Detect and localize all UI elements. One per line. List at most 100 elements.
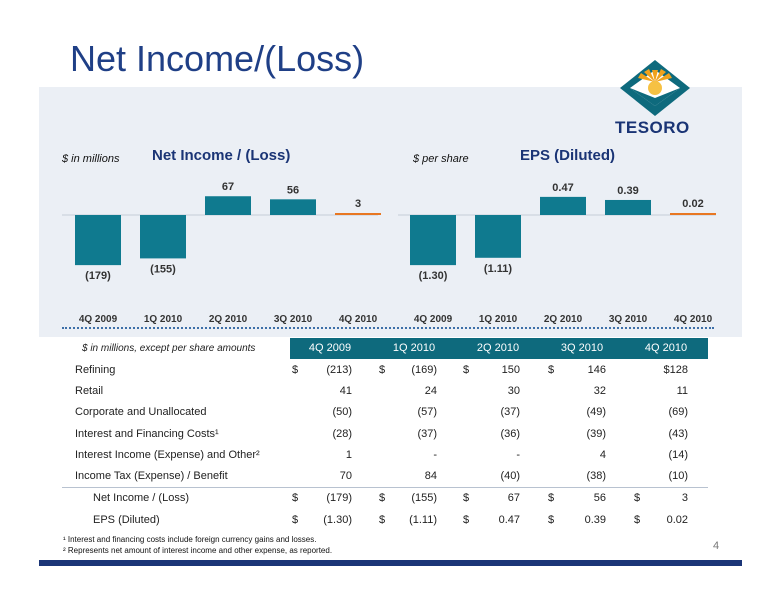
table-cell: - xyxy=(516,449,520,461)
footnote-2: ² Represents net amount of interest inco… xyxy=(63,546,333,555)
table-cell: (36) xyxy=(500,428,520,440)
left-data-label-4: 3 xyxy=(355,198,361,210)
table-cell: 11 xyxy=(676,385,688,397)
table-cell: 70 xyxy=(339,470,352,482)
table-subtotal-line xyxy=(62,487,708,488)
table-cell: 24 xyxy=(424,385,437,397)
table-cell: $128 xyxy=(663,364,688,376)
table-cell: (50) xyxy=(332,406,352,418)
table-dollar-sign: $ xyxy=(634,514,641,526)
table-cell: 41 xyxy=(339,385,352,397)
table-cell: (49) xyxy=(586,406,606,418)
table-cell: (37) xyxy=(417,428,437,440)
right-bar-0 xyxy=(410,215,456,266)
table-cell: 4 xyxy=(599,449,606,461)
left-category-label-4: 4Q 2010 xyxy=(339,314,378,325)
tesoro-logo xyxy=(620,60,690,116)
table-dollar-sign: $ xyxy=(379,492,386,504)
table-cell: (169) xyxy=(411,364,437,376)
table-cell: (37) xyxy=(500,406,520,418)
table-header-0: 4Q 2009 xyxy=(308,342,352,354)
table-cell: 56 xyxy=(593,492,606,504)
table-cell: 0.02 xyxy=(666,514,688,526)
table-header-bar xyxy=(290,338,708,359)
table-cell: (38) xyxy=(586,470,606,482)
right-chart-title: EPS (Diluted) xyxy=(520,147,616,164)
left-bar-1 xyxy=(140,215,186,259)
left-bar-3 xyxy=(270,199,316,215)
table-dollar-sign: $ xyxy=(548,514,555,526)
right-bar-1 xyxy=(475,215,521,258)
table-cell: (39) xyxy=(586,428,606,440)
table-cell: (1.11) xyxy=(409,514,437,526)
table-row-label: Interest Income (Expense) and Other² xyxy=(75,449,260,461)
table-dollar-sign: $ xyxy=(292,364,299,376)
table-cell: (57) xyxy=(417,406,437,418)
table-cell: (28) xyxy=(332,428,352,440)
table-row-label: EPS (Diluted) xyxy=(93,514,160,526)
right-category-label-1: 1Q 2010 xyxy=(479,314,518,325)
table-cell: 0.39 xyxy=(584,514,606,526)
table-cell: (213) xyxy=(326,364,352,376)
right-data-label-2: 0.47 xyxy=(552,182,573,194)
left-bar-0 xyxy=(75,215,121,266)
left-data-label-3: 56 xyxy=(287,184,299,196)
table-cell: (43) xyxy=(668,428,688,440)
table-cell: 67 xyxy=(507,492,520,504)
table-row-label: Retail xyxy=(75,385,104,397)
right-data-label-0: (1.30) xyxy=(419,270,448,282)
page-number: 4 xyxy=(713,540,720,552)
table-row-label: Interest and Financing Costs¹ xyxy=(75,428,219,440)
table-cell: (1.30) xyxy=(323,514,352,526)
table-cell: 0.47 xyxy=(498,514,520,526)
right-category-label-3: 3Q 2010 xyxy=(609,314,648,325)
left-category-label-2: 2Q 2010 xyxy=(209,314,248,325)
table-header-3: 3Q 2010 xyxy=(560,342,604,354)
right-category-label-4: 4Q 2010 xyxy=(674,314,713,325)
table-cell: (40) xyxy=(500,470,520,482)
left-category-label-3: 3Q 2010 xyxy=(274,314,313,325)
table-cell: 84 xyxy=(424,470,437,482)
table-cell: (179) xyxy=(326,492,352,504)
left-data-label-0: (179) xyxy=(85,270,111,282)
logo-wordmark: TESORO xyxy=(615,118,690,137)
left-chart-subtitle: $ in millions xyxy=(62,153,120,165)
footer-bar xyxy=(39,560,742,566)
right-category-label-2: 2Q 2010 xyxy=(544,314,583,325)
left-category-label-0: 4Q 2009 xyxy=(79,314,118,325)
table-row-label: Refining xyxy=(75,364,116,376)
right-bar-2 xyxy=(540,196,586,215)
table-cell: 1 xyxy=(345,449,352,461)
table-dollar-sign: $ xyxy=(292,492,299,504)
table-header-4: 4Q 2010 xyxy=(644,342,688,354)
table-dollar-sign: $ xyxy=(548,492,555,504)
slide-title: Net Income/(Loss) xyxy=(70,38,365,79)
table-dollar-sign: $ xyxy=(634,492,641,504)
table-dollar-sign: $ xyxy=(292,514,299,526)
left-category-label-1: 1Q 2010 xyxy=(144,314,183,325)
section-separator xyxy=(62,327,714,329)
table-cell: (14) xyxy=(668,449,688,461)
right-bar-3 xyxy=(605,199,651,215)
right-bar-4 xyxy=(670,213,716,215)
table-caption: $ in millions, except per share amounts xyxy=(82,343,256,354)
table-cell: 146 xyxy=(587,364,606,376)
footnote-1: ¹ Interest and financing costs include f… xyxy=(63,535,317,544)
table-cell: 32 xyxy=(593,385,606,397)
left-bar-2 xyxy=(205,196,251,215)
left-data-label-2: 67 xyxy=(222,181,234,193)
left-chart-title: Net Income / (Loss) xyxy=(152,147,291,164)
right-data-label-3: 0.39 xyxy=(617,185,638,197)
table-cell: 150 xyxy=(501,364,520,376)
table-row-label: Net Income / (Loss) xyxy=(93,492,189,504)
table-dollar-sign: $ xyxy=(379,364,386,376)
table-header-1: 1Q 2010 xyxy=(392,342,436,354)
table-row-label: Corporate and Unallocated xyxy=(75,406,207,418)
table-cell: (69) xyxy=(668,406,688,418)
right-category-label-0: 4Q 2009 xyxy=(414,314,453,325)
right-data-label-1: (1.11) xyxy=(484,263,512,275)
table-dollar-sign: $ xyxy=(463,492,470,504)
left-data-label-1: (155) xyxy=(150,263,176,275)
table-cell: 3 xyxy=(681,492,688,504)
left-bar-4 xyxy=(335,213,381,215)
